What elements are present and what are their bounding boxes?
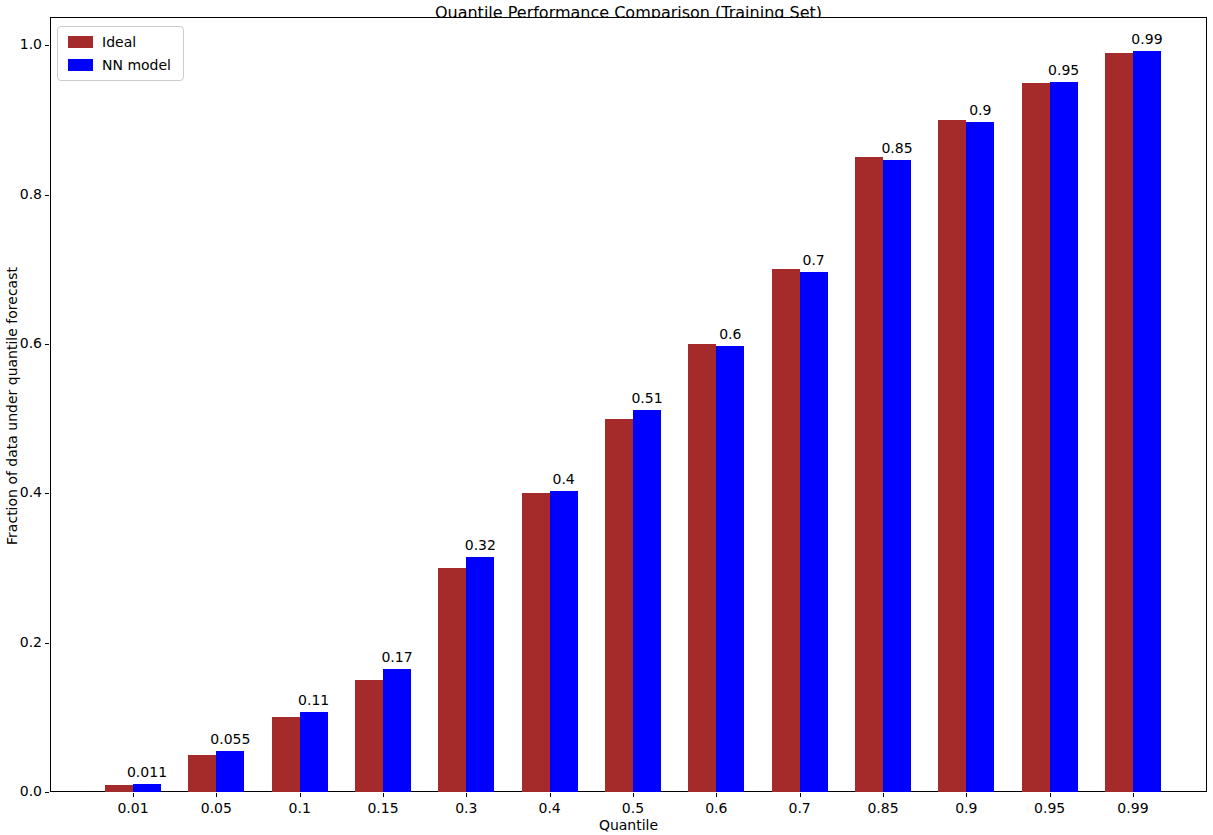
ideal-bar	[1105, 53, 1133, 792]
bar-value-label: 0.055	[210, 731, 250, 747]
nn-model-bar	[216, 751, 244, 792]
nn-model-bar	[383, 669, 411, 792]
bar-value-label: 0.7	[802, 252, 824, 268]
x-tick-label: 0.4	[539, 800, 561, 816]
ideal-bar	[355, 680, 383, 792]
x-tick-label: 0.7	[788, 800, 810, 816]
ideal-color-swatch	[68, 36, 93, 48]
bar-value-label: 0.4	[553, 471, 575, 487]
y-tick-mark	[45, 493, 49, 494]
x-tick-label: 0.15	[367, 800, 398, 816]
bar-value-label: 0.99	[1131, 31, 1162, 47]
bar-value-label: 0.85	[881, 140, 912, 156]
bar-value-label: 0.11	[298, 692, 329, 708]
y-tick-mark	[45, 45, 49, 46]
nn-model-bar	[466, 557, 494, 792]
ideal-bar	[188, 755, 216, 792]
x-tick-label: 0.6	[705, 800, 727, 816]
legend-entry-nn-model: NN model	[68, 57, 171, 73]
x-tick-label: 0.95	[1034, 800, 1065, 816]
x-tick-mark	[716, 793, 717, 797]
y-tick-label: 1.0	[8, 36, 42, 52]
ideal-bar	[1022, 83, 1050, 792]
y-tick-mark	[45, 792, 49, 793]
bar-value-label: 0.51	[631, 390, 662, 406]
nn-model-bar	[883, 160, 911, 792]
x-tick-label: 0.5	[622, 800, 644, 816]
nn-model-bar	[633, 410, 661, 792]
bar-value-label: 0.95	[1048, 62, 1079, 78]
legend-label-nn-model: NN model	[102, 57, 171, 73]
x-tick-mark	[633, 793, 634, 797]
ideal-bar	[688, 344, 716, 792]
x-tick-mark	[466, 793, 467, 797]
ideal-bar	[272, 717, 300, 792]
y-tick-mark	[45, 195, 49, 196]
bar-value-label: 0.32	[465, 537, 496, 553]
nn-model-bar	[716, 346, 744, 792]
nn-model-bar	[133, 784, 161, 792]
figure: Quantile Performance Comparison (Trainin…	[0, 0, 1213, 835]
x-tick-label: 0.05	[201, 800, 232, 816]
x-tick-mark	[966, 793, 967, 797]
x-tick-mark	[133, 793, 134, 797]
nn-model-bar	[1050, 82, 1078, 792]
nn-model-bar	[1133, 51, 1161, 792]
ideal-bar	[105, 785, 133, 792]
y-tick-label: 0.2	[8, 634, 42, 650]
x-tick-mark	[1050, 793, 1051, 797]
x-tick-mark	[300, 793, 301, 797]
ideal-bar	[522, 493, 550, 792]
x-tick-label: 0.01	[117, 800, 148, 816]
x-tick-mark	[383, 793, 384, 797]
y-tick-label: 0.0	[8, 783, 42, 799]
ideal-bar	[772, 269, 800, 792]
x-tick-mark	[550, 793, 551, 797]
x-tick-mark	[800, 793, 801, 797]
x-tick-label: 0.99	[1117, 800, 1148, 816]
nn-model-bar	[550, 491, 578, 792]
bar-value-label: 0.011	[127, 764, 167, 780]
y-tick-label: 0.8	[8, 186, 42, 202]
x-tick-mark	[216, 793, 217, 797]
legend-entry-ideal: Ideal	[68, 34, 171, 50]
x-axis-label: Quantile	[50, 817, 1207, 833]
nn-model-color-swatch	[68, 59, 93, 71]
y-tick-label: 0.4	[8, 484, 42, 500]
y-tick-mark	[45, 344, 49, 345]
x-tick-label: 0.1	[289, 800, 311, 816]
x-tick-label: 0.3	[455, 800, 477, 816]
ideal-bar	[938, 120, 966, 792]
legend-label-ideal: Ideal	[102, 34, 136, 50]
bar-value-label: 0.17	[381, 649, 412, 665]
ideal-bar	[438, 568, 466, 792]
x-tick-label: 0.85	[867, 800, 898, 816]
nn-model-bar	[800, 272, 828, 792]
y-tick-label: 0.6	[8, 335, 42, 351]
legend: Ideal NN model	[57, 26, 184, 81]
y-tick-mark	[45, 643, 49, 644]
x-tick-mark	[1133, 793, 1134, 797]
bar-value-label: 0.9	[969, 102, 991, 118]
x-tick-mark	[883, 793, 884, 797]
nn-model-bar	[966, 122, 994, 792]
x-tick-label: 0.9	[955, 800, 977, 816]
bar-value-label: 0.6	[719, 326, 741, 342]
nn-model-bar	[300, 712, 328, 792]
ideal-bar	[855, 157, 883, 792]
ideal-bar	[605, 419, 633, 792]
